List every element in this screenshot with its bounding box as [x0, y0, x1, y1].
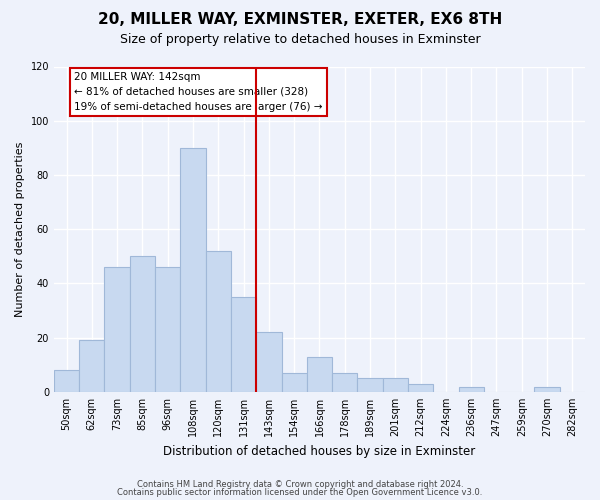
Text: Contains HM Land Registry data © Crown copyright and database right 2024.: Contains HM Land Registry data © Crown c… — [137, 480, 463, 489]
Bar — [358, 378, 383, 392]
Bar — [458, 386, 484, 392]
Bar — [206, 251, 231, 392]
Bar — [383, 378, 408, 392]
Bar — [281, 373, 307, 392]
Bar — [332, 373, 358, 392]
X-axis label: Distribution of detached houses by size in Exminster: Distribution of detached houses by size … — [163, 444, 476, 458]
Text: 20, MILLER WAY, EXMINSTER, EXETER, EX6 8TH: 20, MILLER WAY, EXMINSTER, EXETER, EX6 8… — [98, 12, 502, 28]
Bar — [104, 267, 130, 392]
Bar — [256, 332, 281, 392]
Y-axis label: Number of detached properties: Number of detached properties — [15, 142, 25, 317]
Bar — [155, 267, 181, 392]
Bar — [307, 356, 332, 392]
Text: 20 MILLER WAY: 142sqm
← 81% of detached houses are smaller (328)
19% of semi-det: 20 MILLER WAY: 142sqm ← 81% of detached … — [74, 72, 323, 112]
Bar — [535, 386, 560, 392]
Bar — [54, 370, 79, 392]
Bar — [79, 340, 104, 392]
Bar — [408, 384, 433, 392]
Bar — [181, 148, 206, 392]
Text: Contains public sector information licensed under the Open Government Licence v3: Contains public sector information licen… — [118, 488, 482, 497]
Bar — [130, 256, 155, 392]
Text: Size of property relative to detached houses in Exminster: Size of property relative to detached ho… — [119, 32, 481, 46]
Bar — [231, 297, 256, 392]
